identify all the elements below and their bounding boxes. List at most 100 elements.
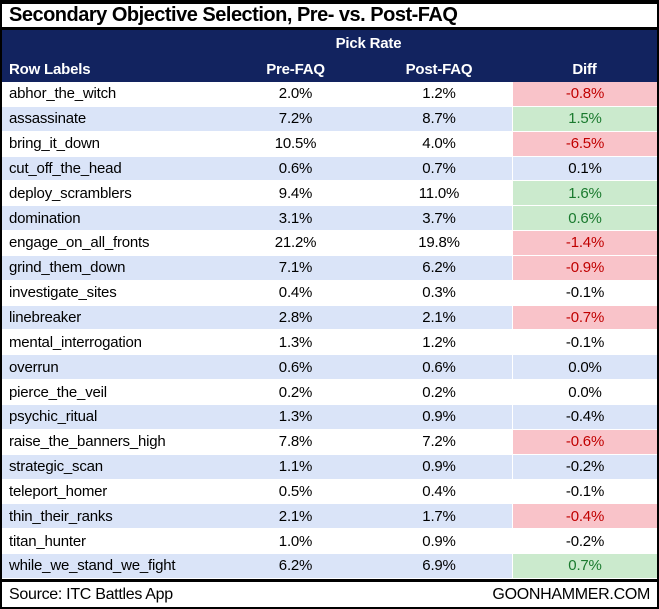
table-row: titan_hunter 1.0% 0.9% -0.2% (2, 529, 657, 555)
pre-faq-value-cell: 2.1% (278, 507, 313, 525)
post-faq-value-cell: 0.2% (422, 383, 456, 401)
table-row: engage_on_all_fronts 21.2% 19.8% -1.4% (2, 231, 657, 256)
table-body: abhor_the_witch 2.0% 1.2% -0.8% assassinate 7… (2, 82, 657, 579)
table-row: psychic_ritual 1.3% 0.9% -0.4% (2, 404, 657, 430)
row-label-cell: titan_hunter (9, 532, 86, 550)
diff-value-cell: 0.6% (512, 206, 657, 231)
row-label-cell: deploy_scramblers (9, 184, 132, 202)
row-label-cell: strategic_scan (9, 458, 103, 476)
pre-faq-value-cell: 0.5% (278, 482, 313, 500)
diff-value-cell: -0.8% (512, 82, 657, 106)
table-row: strategic_scan 1.1% 0.9% -0.2% (2, 454, 657, 480)
post-faq-value-cell: 0.4% (422, 482, 456, 500)
diff-value-cell: -1.4% (512, 231, 657, 255)
table-row: assassinate 7.2% 8.7% 1.5% (2, 106, 657, 132)
pre-faq-value-cell: 9.4% (278, 184, 313, 202)
post-faq-value-cell: 0.9% (422, 408, 456, 426)
row-label-cell: pierce_the_veil (9, 383, 107, 401)
table-row: pierce_the_veil 0.2% 0.2% 0.0% (2, 380, 657, 405)
post-faq-value-cell: 0.7% (422, 159, 456, 177)
pre-faq-value-cell: 0.6% (278, 159, 313, 177)
table-row: cut_off_the_head 0.6% 0.7% 0.1% (2, 156, 657, 182)
row-label-cell: cut_off_the_head (9, 159, 122, 177)
pick-rate-group-header: Pick Rate (335, 34, 402, 52)
table-column-header-row: Row Labels Pre-FAQ Post-FAQ Diff (2, 56, 657, 82)
post-faq-value-cell: 0.9% (422, 532, 456, 550)
page-title: Secondary Objective Selection, Pre- vs. … (2, 4, 657, 30)
pre-faq-value-cell: 1.0% (278, 532, 313, 550)
table-footer: Source: ITC Battles App GOONHAMMER.COM (2, 579, 657, 607)
table-row: overrun 0.6% 0.6% 0.0% (2, 355, 657, 381)
row-label-cell: psychic_ritual (9, 408, 98, 426)
post-faq-value-cell: 8.7% (422, 110, 456, 128)
pre-faq-value-cell: 21.2% (274, 234, 317, 252)
pre-faq-value-cell: 0.6% (278, 358, 313, 376)
diff-value-cell: 0.7% (512, 554, 657, 578)
table-row: mental_interrogation 1.3% 1.2% -0.1% (2, 330, 657, 356)
post-faq-value-cell: 6.9% (422, 557, 456, 575)
pre-faq-value-cell: 7.8% (278, 433, 313, 451)
post-faq-value-cell: 11.0% (418, 184, 460, 202)
column-header-post-faq: Post-FAQ (405, 60, 473, 78)
pre-faq-value-cell: 10.5% (274, 135, 317, 153)
row-label-cell: domination (9, 209, 81, 227)
footer-source-text: Source: ITC Battles App (9, 585, 173, 603)
row-label-cell: thin_their_ranks (9, 507, 113, 525)
post-faq-value-cell: 0.3% (422, 284, 456, 302)
row-label-cell: mental_interrogation (9, 333, 142, 351)
header-spacer-right (512, 30, 657, 56)
pre-faq-value-cell: 1.1% (278, 458, 313, 476)
row-label-cell: assassinate (9, 110, 87, 128)
table-row: abhor_the_witch 2.0% 1.2% -0.8% (2, 82, 657, 107)
column-header-diff: Diff (572, 60, 597, 78)
diff-value-cell: -0.6% (512, 429, 657, 454)
row-label-cell: raise_the_banners_high (9, 433, 166, 451)
row-label-cell: while_we_stand_we_fight (9, 557, 176, 575)
header-spacer-left (2, 30, 225, 56)
pre-faq-value-cell: 6.2% (278, 557, 313, 575)
table-row: raise_the_banners_high 7.8% 7.2% -0.6% (2, 429, 657, 455)
diff-value-cell: 1.5% (512, 106, 657, 131)
row-label-cell: abhor_the_witch (9, 85, 117, 103)
footer-brand-text: GOONHAMMER.COM (492, 585, 650, 603)
diff-value-cell: 0.1% (512, 156, 657, 181)
table-row: linebreaker 2.8% 2.1% -0.7% (2, 305, 657, 331)
row-label-cell: investigate_sites (9, 284, 117, 302)
table-row: teleport_homer 0.5% 0.4% -0.1% (2, 479, 657, 505)
post-faq-value-cell: 0.9% (422, 458, 456, 476)
pre-faq-value-cell: 0.4% (278, 284, 313, 302)
diff-value-cell: -0.4% (512, 504, 657, 529)
pre-faq-value-cell: 1.3% (278, 408, 313, 426)
row-label-cell: teleport_homer (9, 482, 108, 500)
table-row: investigate_sites 0.4% 0.3% -0.1% (2, 280, 657, 306)
row-label-cell: grind_them_down (9, 259, 126, 277)
pre-faq-value-cell: 2.0% (278, 85, 313, 103)
diff-value-cell: -0.1% (512, 330, 657, 355)
pre-faq-value-cell: 7.1% (278, 259, 313, 277)
row-label-cell: overrun (9, 358, 59, 376)
row-label-cell: engage_on_all_fronts (9, 234, 150, 252)
diff-value-cell: 1.6% (512, 181, 657, 206)
post-faq-value-cell: 4.0% (422, 135, 456, 153)
diff-value-cell: -6.5% (512, 131, 657, 156)
diff-value-cell: -0.1% (512, 479, 657, 504)
pre-faq-value-cell: 2.8% (278, 309, 313, 327)
table-row: while_we_stand_we_fight 6.2% 6.9% 0.7% (2, 554, 657, 579)
post-faq-value-cell: 1.2% (422, 85, 456, 103)
post-faq-value-cell: 1.2% (422, 333, 456, 351)
diff-value-cell: -0.7% (512, 305, 657, 330)
column-header-row-labels: Row Labels (9, 60, 91, 78)
row-label-cell: linebreaker (9, 309, 82, 327)
table-row: deploy_scramblers 9.4% 11.0% 1.6% (2, 181, 657, 207)
pre-faq-value-cell: 0.2% (278, 383, 313, 401)
diff-value-cell: -0.4% (512, 404, 657, 429)
diff-value-cell: -0.2% (512, 454, 657, 479)
pre-faq-value-cell: 3.1% (278, 209, 313, 227)
post-faq-value-cell: 0.6% (422, 358, 456, 376)
table-row: bring_it_down 10.5% 4.0% -6.5% (2, 131, 657, 157)
diff-value-cell: 0.0% (512, 380, 657, 404)
table-row: domination 3.1% 3.7% 0.6% (2, 206, 657, 232)
post-faq-value-cell: 7.2% (422, 433, 456, 451)
post-faq-value-cell: 6.2% (422, 259, 456, 277)
